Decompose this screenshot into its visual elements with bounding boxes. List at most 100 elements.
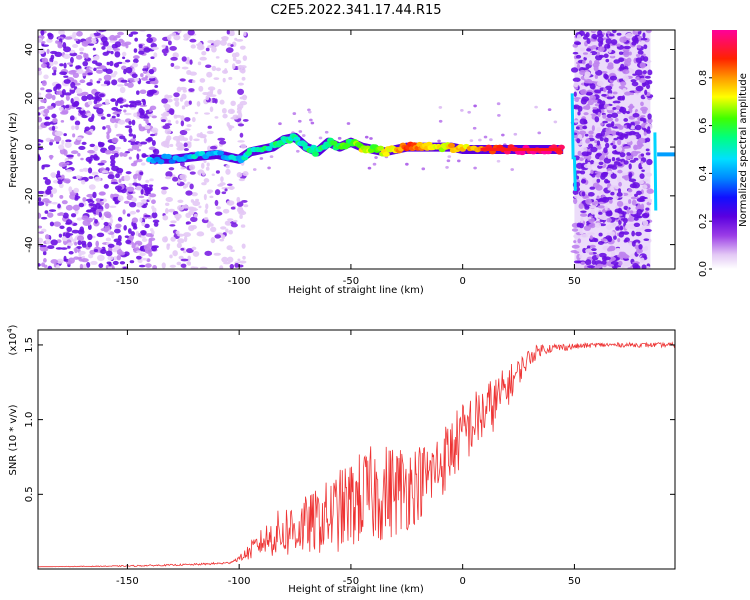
noise-speck: [76, 235, 85, 242]
noise-speck: [177, 30, 182, 34]
noise-speck: [185, 221, 190, 225]
noise-speck: [639, 117, 645, 122]
noise-speck: [104, 149, 112, 155]
noise-speck: [141, 221, 146, 227]
noise-speck: [636, 140, 641, 146]
noise-speck: [41, 57, 49, 63]
noise-speck: [79, 79, 86, 84]
noise-speck: [38, 231, 44, 234]
noise-speck: [603, 53, 609, 59]
noise-speck: [596, 263, 603, 269]
noise-speck: [447, 155, 452, 159]
noise-speck: [587, 232, 596, 236]
noise-speck: [200, 162, 205, 169]
noise-speck: [138, 123, 142, 129]
noise-speck: [45, 93, 53, 100]
noise-speck: [71, 125, 75, 131]
noise-speck: [602, 120, 608, 124]
noise-speck: [100, 116, 106, 120]
noise-speck: [204, 250, 213, 256]
noise-speck: [109, 117, 117, 124]
noise-speck: [646, 188, 654, 194]
noise-speck: [138, 44, 143, 49]
noise-speck: [617, 125, 624, 130]
noise-speck: [94, 176, 102, 182]
noise-speck: [109, 60, 114, 67]
noise-speck: [603, 137, 609, 143]
noise-speck: [594, 89, 602, 94]
noise-speck: [645, 172, 652, 177]
noise-speck: [196, 231, 205, 237]
noise-speck: [636, 44, 642, 49]
noise-speck: [219, 140, 227, 145]
noise-speck: [224, 59, 229, 64]
noise-speck: [374, 156, 378, 159]
noise-speck: [51, 94, 56, 101]
noise-speck: [101, 170, 109, 174]
noise-speck: [192, 79, 196, 84]
noise-speck: [57, 203, 61, 209]
noise-speck: [259, 157, 264, 160]
noise-speck: [66, 154, 74, 158]
noise-speck: [48, 209, 57, 212]
noise-speck: [114, 123, 118, 129]
noise-speck: [62, 42, 67, 49]
noise-speck: [81, 91, 89, 96]
noise-speck: [79, 263, 84, 269]
noise-speck: [136, 158, 143, 163]
noise-speck: [587, 158, 591, 161]
noise-speck: [98, 191, 106, 196]
noise-speck: [639, 77, 646, 83]
noise-speck: [64, 141, 72, 148]
noise-speck: [106, 61, 110, 66]
noise-speck: [165, 171, 173, 178]
noise-speck: [606, 224, 612, 230]
noise-speck: [128, 201, 137, 208]
noise-speck: [69, 115, 75, 121]
noise-speck: [91, 171, 99, 176]
noise-speck: [234, 262, 240, 268]
snr-x-label: Height of straight line (km): [288, 584, 424, 595]
noise-speck: [308, 110, 312, 114]
noise-speck: [185, 190, 193, 196]
noise-speck: [574, 87, 579, 90]
noise-speck: [593, 65, 599, 72]
noise-speck: [75, 54, 83, 60]
noise-speck: [123, 175, 131, 182]
noise-speck: [86, 262, 91, 268]
noise-speck: [93, 67, 97, 72]
noise-speck: [590, 39, 597, 42]
noise-speck: [629, 134, 637, 141]
noise-speck: [116, 113, 120, 118]
noise-speck: [489, 138, 493, 142]
colorbar-gradient: [712, 30, 737, 269]
noise-speck: [622, 254, 630, 259]
noise-speck: [175, 120, 179, 125]
noise-speck: [75, 65, 81, 70]
noise-speck: [617, 96, 622, 101]
noise-speck: [111, 137, 119, 144]
noise-speck: [634, 69, 643, 76]
noise-speck: [136, 209, 140, 213]
noise-speck: [65, 104, 70, 109]
noise-speck: [298, 119, 302, 123]
noise-speck: [578, 157, 584, 162]
noise-speck: [639, 180, 644, 185]
noise-speck: [86, 94, 94, 100]
noise-speck: [469, 139, 474, 143]
noise-speck: [131, 217, 139, 224]
noise-speck: [636, 190, 642, 196]
noise-speck: [226, 245, 233, 251]
noise-speck: [372, 162, 377, 166]
noise-speck: [71, 229, 80, 234]
noise-speck: [594, 171, 601, 174]
noise-speck: [610, 173, 617, 179]
x-tick-label: 0: [459, 276, 465, 287]
ridge-blob: [265, 145, 273, 152]
noise-speck: [190, 216, 198, 223]
noise-speck: [97, 162, 105, 166]
noise-speck: [40, 87, 45, 91]
noise-speck: [38, 92, 42, 96]
noise-speck: [79, 168, 85, 173]
noise-speck: [588, 130, 594, 135]
